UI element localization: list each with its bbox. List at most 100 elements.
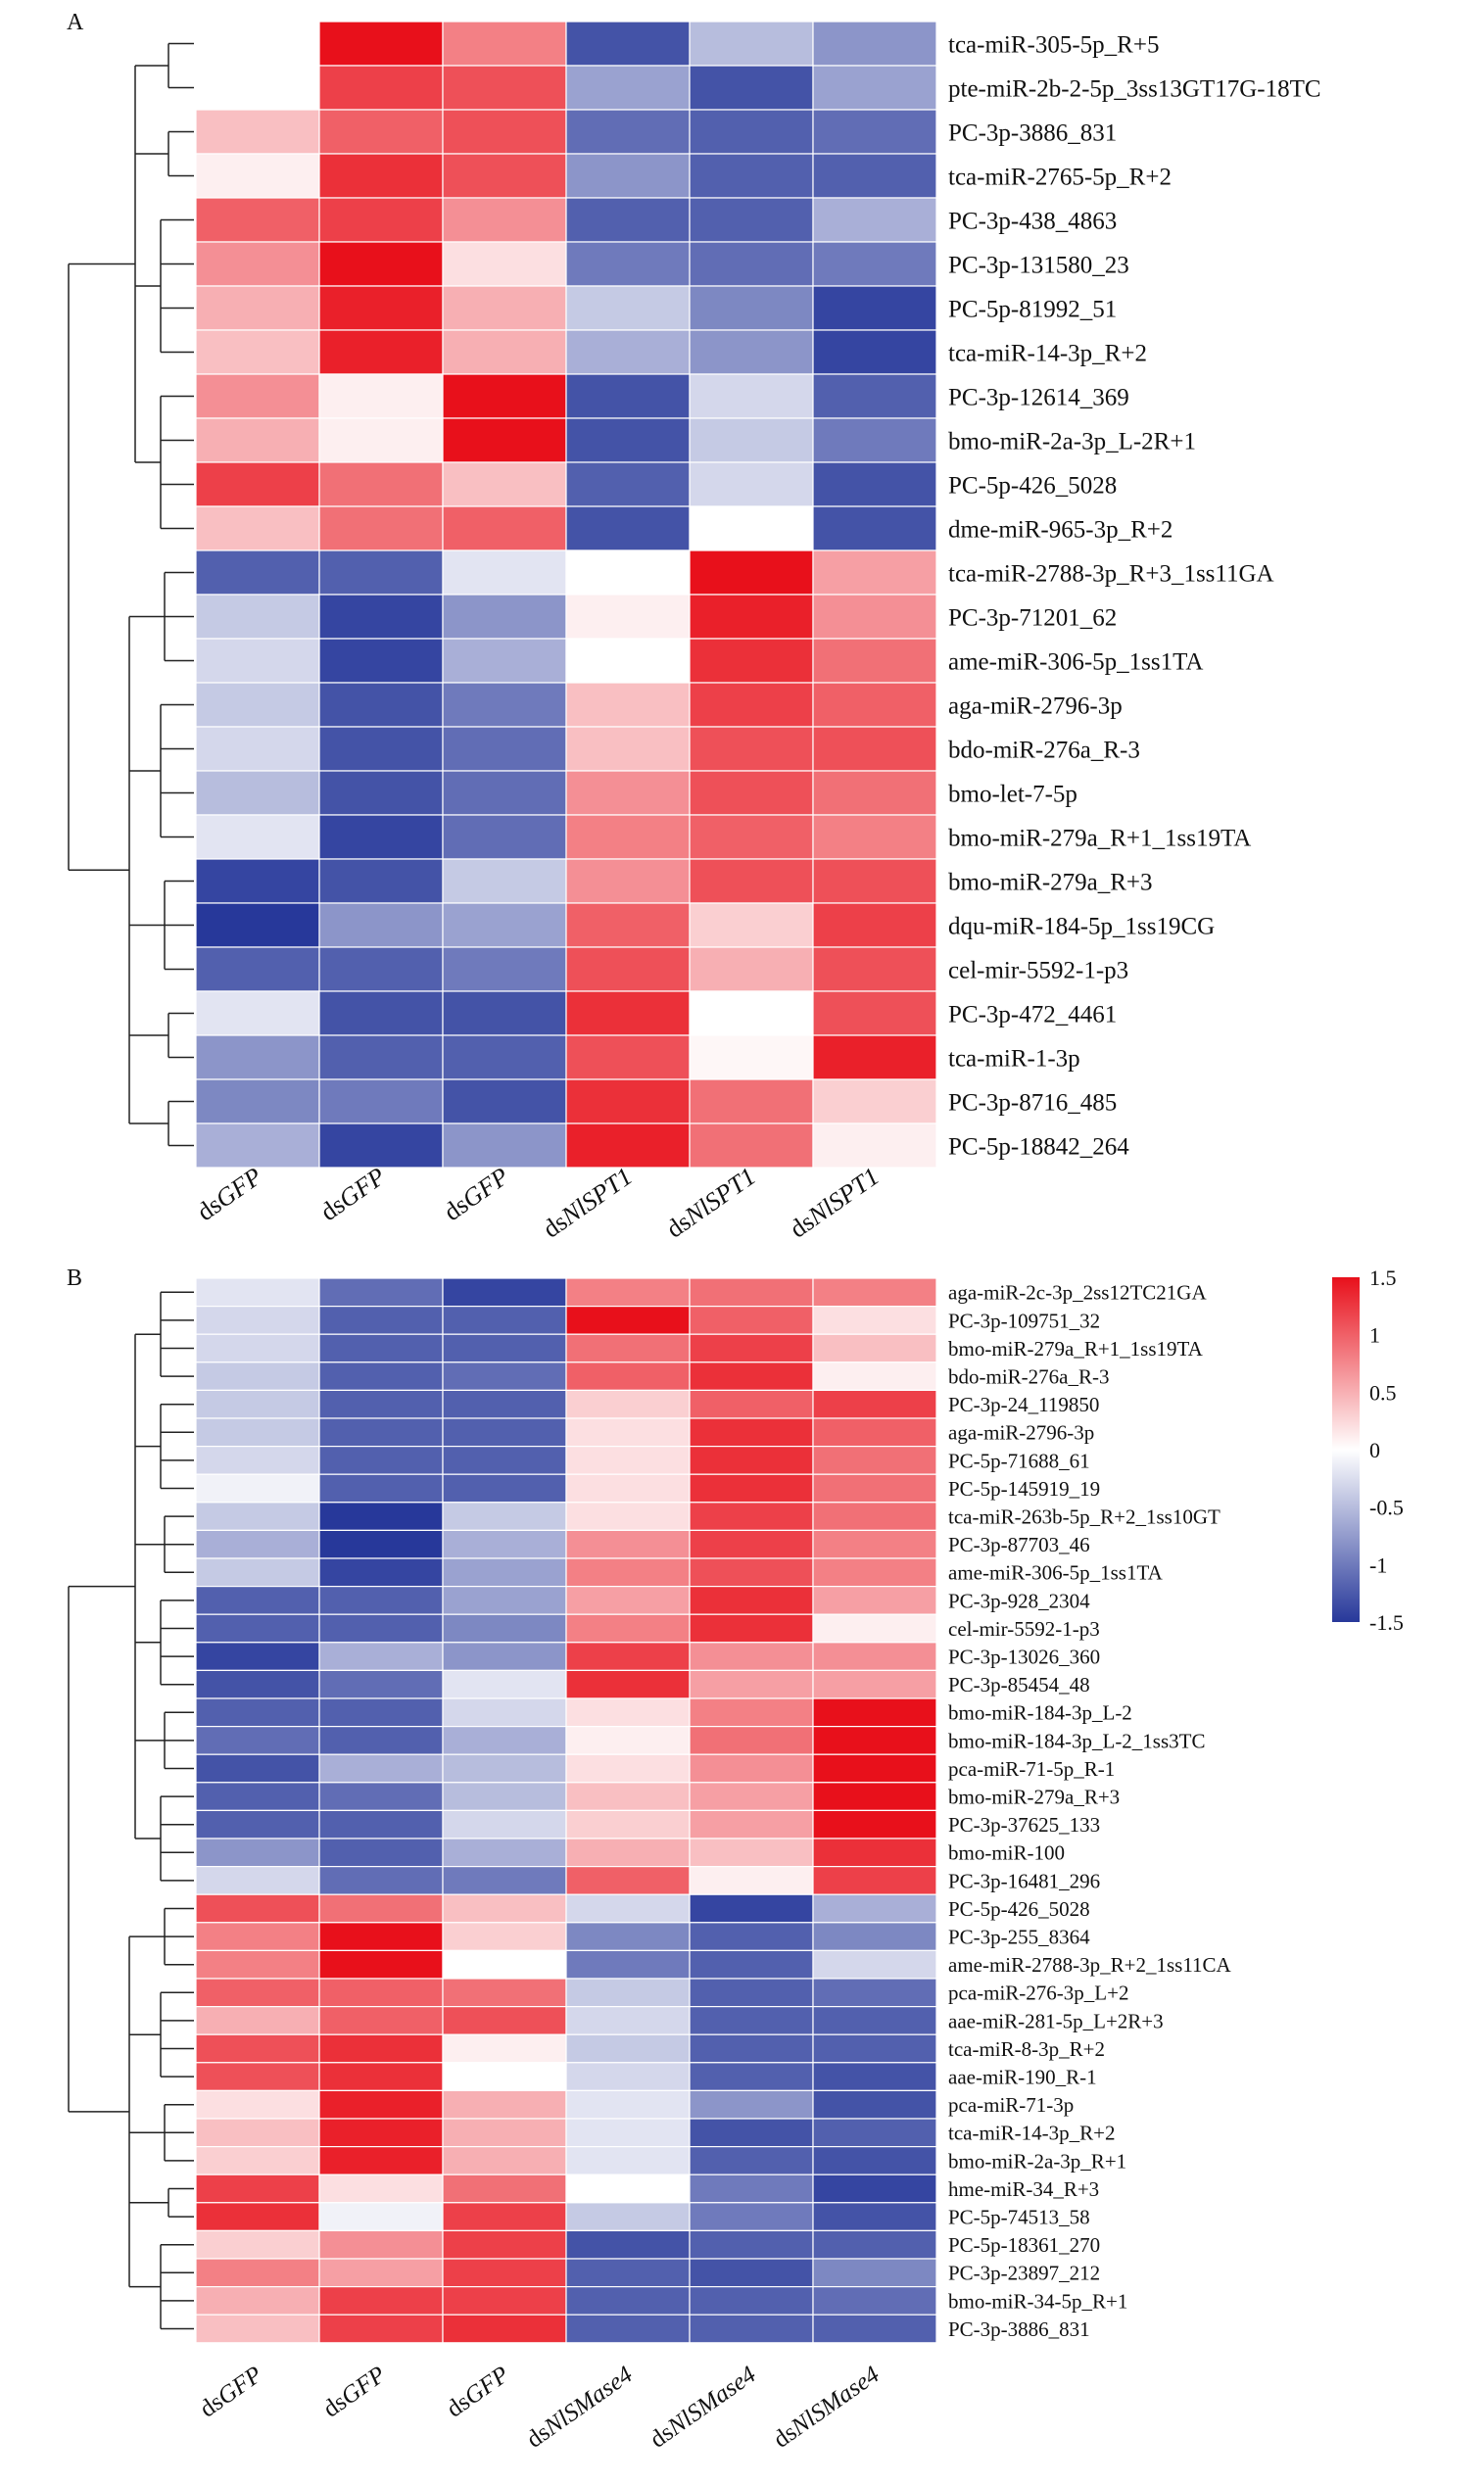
heatmap-cell <box>689 65 814 111</box>
heatmap-cell <box>565 1034 691 1080</box>
column-label: dsNlSPT1 <box>785 1162 885 1243</box>
legend-tick-label: -1.5 <box>1369 1610 1404 1635</box>
heatmap-cell <box>195 329 320 375</box>
heatmap-cell <box>442 946 567 992</box>
heatmap-cell <box>565 1753 691 1784</box>
heatmap-cell <box>442 1642 567 1672</box>
heatmap-cell <box>195 285 320 331</box>
heatmap-cell <box>565 2006 691 2035</box>
heatmap-cell <box>812 329 937 375</box>
heatmap-cell <box>812 109 937 155</box>
heatmap-cell <box>689 1473 814 1504</box>
heatmap-cell <box>812 1034 937 1080</box>
heatmap-cell <box>565 1445 691 1475</box>
row-label: PC-5p-18361_270 <box>948 2233 1100 2257</box>
heatmap-cell <box>195 1333 320 1363</box>
heatmap-cell <box>812 1642 937 1672</box>
row-label: tca-miR-263b-5p_R+2_1ss10GT <box>948 1505 1221 1528</box>
heatmap-cell <box>565 461 691 507</box>
heatmap-cell <box>195 1585 320 1615</box>
heatmap-cell <box>812 1753 937 1784</box>
heatmap-cell <box>812 65 937 111</box>
heatmap-cell <box>565 2033 691 2064</box>
heatmap-cell <box>195 2089 320 2120</box>
row-label: ame-miR-306-5p_1ss1TA <box>948 1561 1164 1585</box>
column-label: dsGFP <box>442 2362 514 2423</box>
heatmap-cell <box>565 814 691 860</box>
heatmap-cell <box>565 1782 691 1812</box>
heatmap-cell <box>318 990 444 1036</box>
heatmap-cell <box>565 549 691 596</box>
heatmap-cell <box>195 505 320 551</box>
heatmap-cell <box>195 1725 320 1755</box>
heatmap-cell <box>565 2258 691 2288</box>
row-label: bmo-miR-279a_R+1_1ss19TA <box>948 1337 1204 1361</box>
heatmap-cell <box>812 1557 937 1588</box>
row-label: aae-miR-281-5p_L+2R+3 <box>948 2009 1164 2032</box>
heatmap-cell <box>812 2033 937 2064</box>
heatmap-cell <box>195 638 320 684</box>
column-label: dsNlSMase4 <box>522 2362 638 2454</box>
heatmap-cell <box>195 2258 320 2288</box>
heatmap-cell <box>689 682 814 728</box>
heatmap-cell <box>318 814 444 860</box>
heatmap-cell <box>318 770 444 816</box>
heatmap-cell <box>442 1417 567 1448</box>
column-label: dsGFP <box>315 1162 391 1226</box>
heatmap-cell <box>812 461 937 507</box>
heatmap-cell <box>195 417 320 463</box>
heatmap-cell <box>812 990 937 1036</box>
heatmap-cell <box>812 1949 937 1980</box>
row-label: PC-3p-131580_23 <box>948 252 1129 278</box>
heatmap-cell <box>565 2229 691 2260</box>
heatmap-cell <box>318 1642 444 1672</box>
heatmap-cell <box>195 1473 320 1504</box>
heatmap-cell <box>812 1809 937 1839</box>
heatmap-cell <box>689 1123 814 1169</box>
heatmap-cell <box>689 814 814 860</box>
heatmap-cell <box>689 329 814 375</box>
heatmap-cell <box>195 1865 320 1895</box>
heatmap-cell <box>442 417 567 463</box>
heatmap-cell <box>812 2174 937 2204</box>
heatmap-cell <box>442 153 567 199</box>
row-label: PC-3p-472_4461 <box>948 1001 1117 1027</box>
heatmap-cell <box>318 461 444 507</box>
column-label-gene: NlSPT1 <box>802 1162 885 1231</box>
heatmap-cell <box>812 770 937 816</box>
heatmap-cell <box>195 21 320 67</box>
heatmap-cell <box>565 1922 691 1952</box>
heatmap-cell <box>442 1361 567 1392</box>
heatmap-cell <box>689 417 814 463</box>
heatmap-cell <box>442 990 567 1036</box>
row-label: PC-3p-438_4863 <box>948 208 1117 234</box>
heatmap-cell <box>195 770 320 816</box>
legend-tick-label: 0.5 <box>1369 1380 1397 1405</box>
heatmap-cell <box>195 682 320 728</box>
heatmap-cell <box>812 1922 937 1952</box>
heatmap-cell <box>318 2258 444 2288</box>
heatmap-cell <box>565 197 691 243</box>
heatmap-cell <box>195 2286 320 2316</box>
heatmap-cell <box>565 1417 691 1448</box>
heatmap-cell <box>442 1333 567 1363</box>
heatmap-cell <box>689 2229 814 2260</box>
heatmap-cell <box>812 2229 937 2260</box>
heatmap-cell <box>318 2006 444 2035</box>
heatmap-cell <box>689 1725 814 1755</box>
heatmap-cell <box>812 417 937 463</box>
heatmap-cell <box>195 1893 320 1924</box>
heatmap-cell <box>318 373 444 419</box>
heatmap-cell <box>318 1613 444 1644</box>
heatmap-cell <box>195 858 320 904</box>
heatmap-cell <box>565 858 691 904</box>
heatmap-cell <box>318 417 444 463</box>
column-label-gene: NlSMase4 <box>539 2362 637 2442</box>
row-label: bmo-miR-100 <box>948 1841 1065 1865</box>
column-label-gene: NlSMase4 <box>662 2362 760 2442</box>
heatmap-cell <box>195 373 320 419</box>
heatmap-cell <box>195 2033 320 2064</box>
heatmap-cell <box>442 1949 567 1980</box>
heatmap-cell <box>812 1782 937 1812</box>
